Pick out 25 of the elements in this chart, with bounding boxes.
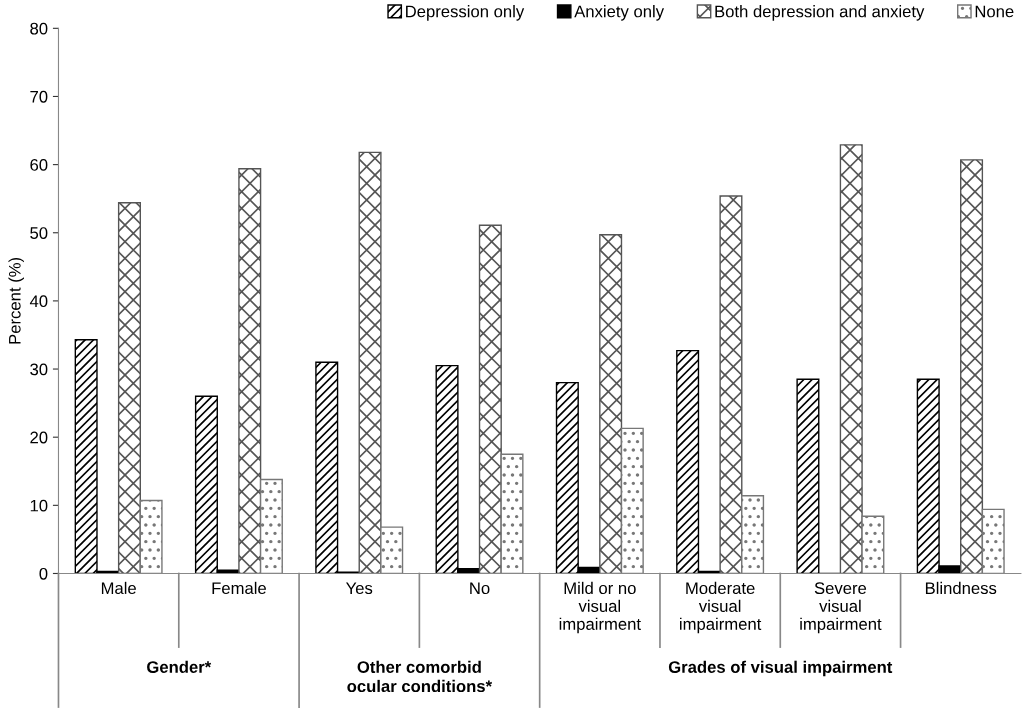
x-tick-label: Severe visual impairment bbox=[800, 582, 882, 634]
y-tick-label: 20 bbox=[30, 431, 48, 444]
y-tick-label: 0 bbox=[39, 567, 48, 580]
x-tick-label: Male bbox=[101, 581, 136, 595]
y-tick-label: 10 bbox=[30, 499, 48, 512]
y-tick-label: 40 bbox=[29, 295, 48, 308]
x-tick-label: Mild or no visual impairment bbox=[559, 581, 641, 634]
legend-label: Both depression and anxiety bbox=[715, 5, 925, 21]
y-axis-title: Percent (%) bbox=[8, 257, 24, 344]
text: Gender* bbox=[147, 660, 212, 673]
text: Other comorbid ocular conditions* bbox=[347, 660, 493, 693]
x-tick-label: Moderate visual impairment bbox=[680, 581, 762, 634]
x-tick-label: Yes bbox=[346, 582, 373, 595]
y-tick-label: 80 bbox=[30, 22, 48, 35]
y-tick-label: 50 bbox=[30, 227, 48, 239]
legend-label: Depression only bbox=[406, 5, 525, 21]
y-tick-label: 60 bbox=[30, 159, 48, 171]
legend-label: Anxiety only bbox=[574, 5, 665, 21]
text: Grades of visual impairment bbox=[668, 660, 893, 677]
y-tick-label: 70 bbox=[30, 90, 48, 103]
y-tick-label: 30 bbox=[30, 363, 48, 376]
x-tick-label: No bbox=[470, 582, 490, 595]
legend-label: None bbox=[975, 5, 1014, 18]
x-tick-label: Female bbox=[212, 581, 266, 595]
x-tick-label: Blindness bbox=[925, 581, 997, 595]
